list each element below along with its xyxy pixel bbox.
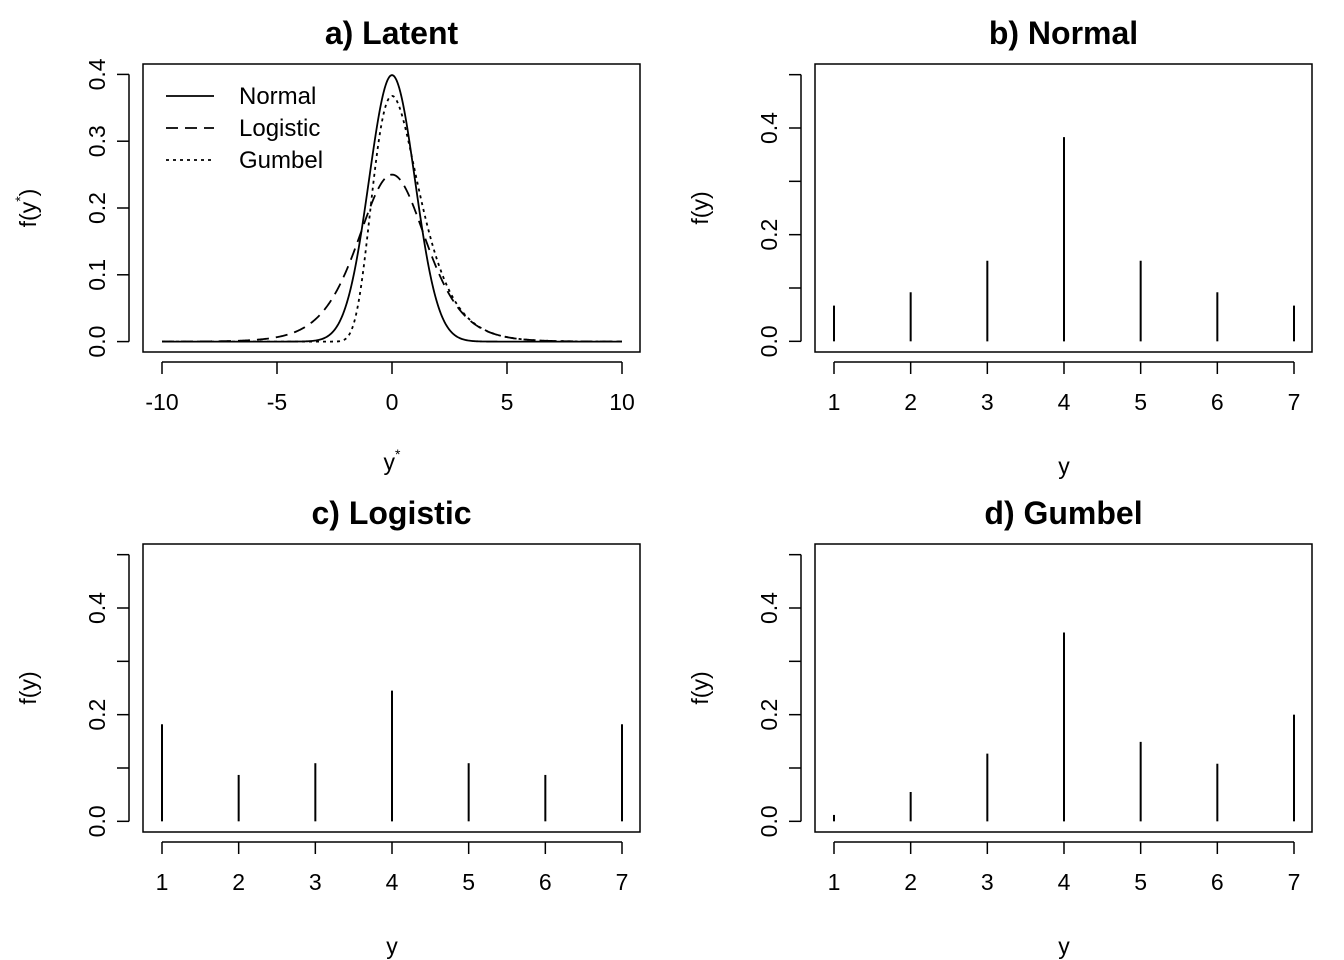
x-tick-label: 2	[904, 389, 917, 415]
x-tick-label: 6	[539, 869, 552, 895]
chart-title: b) Normal	[989, 15, 1138, 51]
y-tick-label: 0.2	[84, 699, 110, 731]
x-tick-label: 1	[828, 389, 841, 415]
legend-label: Normal	[239, 83, 316, 110]
x-axis-label: y	[1058, 933, 1070, 959]
y-axis: 0.0 0.2 0.4	[756, 73, 802, 357]
x-tick-label: -5	[267, 389, 287, 415]
y-tick-label: 0.2	[84, 192, 110, 224]
y-axis-label: f(y*)	[12, 189, 41, 228]
y-axis-label: f(y)	[687, 191, 713, 224]
y-tick-label: 0.0	[756, 805, 782, 837]
plot-frame	[814, 63, 1313, 353]
y-tick-label: 0.4	[756, 112, 782, 144]
panel-b: b) Normal 1 2 3 4 5 6 7 0.0 0.2 0.4 y f(y)	[687, 15, 1313, 479]
x-tick-label: 3	[981, 389, 994, 415]
x-axis: 1 2 3 4 5 6 7	[828, 841, 1301, 895]
x-tick-label: 5	[501, 389, 514, 415]
x-tick-label: 5	[1134, 869, 1147, 895]
x-tick-label: 5	[462, 869, 475, 895]
x-tick-label: 3	[309, 869, 322, 895]
series-line-gumbel	[162, 94, 622, 343]
y-tick-label: 0.2	[756, 219, 782, 251]
x-tick-label: 10	[609, 389, 635, 415]
x-tick-label: 7	[1288, 389, 1301, 415]
y-axis: 0.0 0.2 0.4	[84, 553, 130, 837]
bars	[161, 690, 623, 822]
plot-frame	[814, 543, 1313, 833]
x-tick-label: 6	[1211, 389, 1224, 415]
y-axis-label: f(y)	[15, 671, 41, 704]
y-tick-label: 0.0	[84, 326, 110, 358]
x-tick-label: 6	[1211, 869, 1224, 895]
y-tick-label: 0.4	[84, 58, 110, 90]
y-tick-label: 0.4	[756, 592, 782, 624]
bars	[833, 137, 1295, 342]
chart-title: c) Logistic	[311, 495, 471, 531]
y-tick-label: 0.0	[756, 325, 782, 357]
x-tick-label: 4	[1058, 389, 1071, 415]
y-axis: 0.0 0.2 0.4	[756, 553, 802, 837]
x-axis-label: y	[386, 933, 398, 959]
y-tick-label: 0.0	[84, 805, 110, 837]
x-axis-label: y*	[384, 446, 402, 475]
y-tick-label: 0.1	[84, 259, 110, 291]
x-axis-label: y	[1058, 453, 1070, 479]
legend-label: Logistic	[239, 115, 320, 142]
x-tick-label: 7	[616, 869, 629, 895]
y-axis: 0.0 0.1 0.2 0.3 0.4	[84, 58, 130, 358]
x-tick-label: -10	[145, 389, 178, 415]
x-tick-label: 2	[904, 869, 917, 895]
panel-d: d) Gumbel 1 2 3 4 5 6 7 0.0 0.2 0.4 y f(y)	[687, 495, 1313, 959]
panel-a: a) Latent -10 -5 0 5 10 0.0 0.1 0.2 0.3 0.4 y* f(y*)…	[12, 15, 641, 475]
series-line-logistic	[162, 173, 622, 343]
x-tick-label: 4	[1058, 869, 1071, 895]
y-tick-label: 0.4	[84, 592, 110, 624]
x-tick-label: 1	[828, 869, 841, 895]
plot-frame	[142, 63, 641, 353]
bars	[833, 632, 1295, 822]
series-line-normal	[162, 74, 622, 343]
y-tick-label: 0.2	[756, 699, 782, 731]
legend: Normal Logistic Gumbel	[166, 83, 323, 174]
panel-c: c) Logistic 1 2 3 4 5 6 7 0.0 0.2 0.4 y f(y)	[15, 495, 641, 959]
y-tick-label: 0.3	[84, 125, 110, 157]
chart-title: a) Latent	[325, 15, 459, 51]
x-tick-label: 7	[1288, 869, 1301, 895]
x-tick-label: 5	[1134, 389, 1147, 415]
legend-label: Gumbel	[239, 147, 323, 174]
x-axis: 1 2 3 4 5 6 7	[828, 361, 1301, 415]
x-tick-label: 2	[232, 869, 245, 895]
x-tick-label: 4	[386, 869, 399, 895]
x-tick-label: 0	[386, 389, 399, 415]
x-tick-label: 3	[981, 869, 994, 895]
x-axis: 1 2 3 4 5 6 7	[156, 841, 629, 895]
x-tick-label: 1	[156, 869, 169, 895]
plot-frame	[142, 543, 641, 833]
chart-title: d) Gumbel	[984, 495, 1142, 531]
y-axis-label: f(y)	[687, 671, 713, 704]
x-axis: -10 -5 0 5 10	[145, 361, 635, 415]
